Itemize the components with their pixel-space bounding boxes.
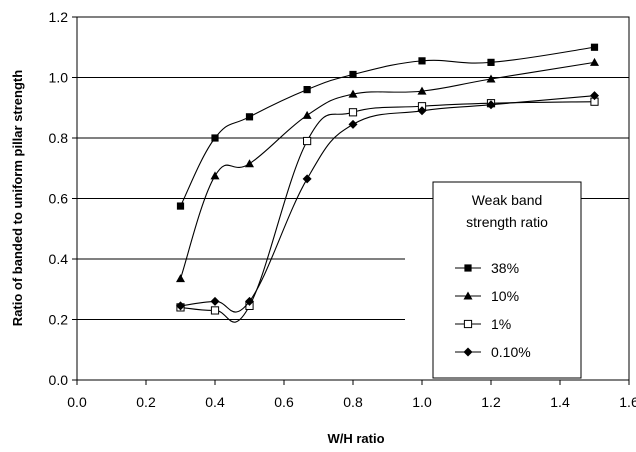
data-point (210, 171, 220, 180)
legend-title-line-1: Weak band (472, 192, 543, 208)
data-point (417, 106, 427, 116)
legend-marker (464, 264, 472, 272)
y-tick-label: 0.2 (49, 312, 69, 328)
data-point (302, 174, 312, 184)
y-tick-label: 1.2 (49, 9, 69, 25)
x-tick-label: 1.0 (412, 394, 432, 410)
data-point (176, 301, 185, 311)
data-point (210, 296, 220, 306)
x-tick-label: 0.2 (136, 394, 156, 410)
data-point (303, 86, 311, 94)
data-point (418, 57, 426, 65)
legend-marker (463, 347, 473, 357)
data-point (176, 202, 185, 210)
data-point (486, 74, 496, 83)
data-point (245, 113, 254, 121)
legend-label: 38% (491, 260, 519, 276)
legend-entry: 38% (455, 260, 519, 276)
data-point (303, 136, 312, 146)
x-tick-label: 1.2 (481, 394, 501, 410)
data-point (486, 100, 496, 110)
data-point (590, 43, 599, 51)
x-tick-label: 0.8 (343, 394, 363, 410)
data-point (245, 159, 254, 168)
legend-title-line-2: strength ratio (466, 214, 548, 230)
x-tick-label: 0.6 (274, 394, 294, 410)
y-tick-label: 0.6 (49, 191, 69, 207)
series-4 (176, 91, 599, 313)
x-axis-title: W/H ratio (327, 431, 384, 446)
legend-marker (463, 319, 473, 329)
x-axis-ticks: 0.0 0.2 0.4 0.6 0.8 1.0 1.2 1.4 1.6 (67, 380, 636, 410)
legend-entry: 0.10% (455, 344, 531, 360)
data-point (487, 58, 495, 66)
data-point (590, 91, 599, 101)
x-tick-label: 1.4 (550, 394, 570, 410)
data-point (211, 134, 219, 142)
x-tick-label: 0.0 (67, 394, 87, 410)
data-point (348, 108, 358, 117)
data-point (348, 89, 358, 98)
data-point (245, 296, 254, 306)
data-point (302, 110, 312, 119)
legend: Weak band strength ratio 38% 10% 1% 0.10% (432, 181, 582, 379)
y-tick-label: 0.8 (49, 130, 69, 146)
legend-entry: 10% (455, 288, 519, 304)
y-axis-ticks: 0.0 0.2 0.4 0.6 0.8 1.0 1.2 (49, 9, 77, 388)
legend-entry: 1% (455, 316, 511, 332)
y-axis-title: Ratio of banded to uniform pillar streng… (10, 70, 25, 326)
legend-box (432, 181, 582, 379)
data-point (349, 70, 357, 79)
data-point (590, 57, 599, 66)
series-1 (176, 43, 599, 210)
data-point (348, 119, 358, 129)
series-layer (176, 43, 599, 323)
data-point (417, 86, 427, 95)
data-point (176, 274, 185, 283)
legend-entries: 38% 10% 1% 0.10% (455, 260, 531, 360)
x-tick-label: 1.6 (619, 394, 636, 410)
legend-label: 1% (491, 316, 511, 332)
legend-label: 10% (491, 288, 519, 304)
legend-marker (463, 291, 473, 300)
legend-label: 0.10% (491, 344, 531, 360)
y-tick-label: 1.0 (49, 70, 69, 86)
x-tick-label: 0.4 (205, 394, 225, 410)
data-point (210, 306, 220, 315)
series-2 (176, 57, 599, 283)
y-tick-label: 0.4 (49, 251, 69, 267)
y-tick-label: 0.0 (49, 372, 69, 388)
